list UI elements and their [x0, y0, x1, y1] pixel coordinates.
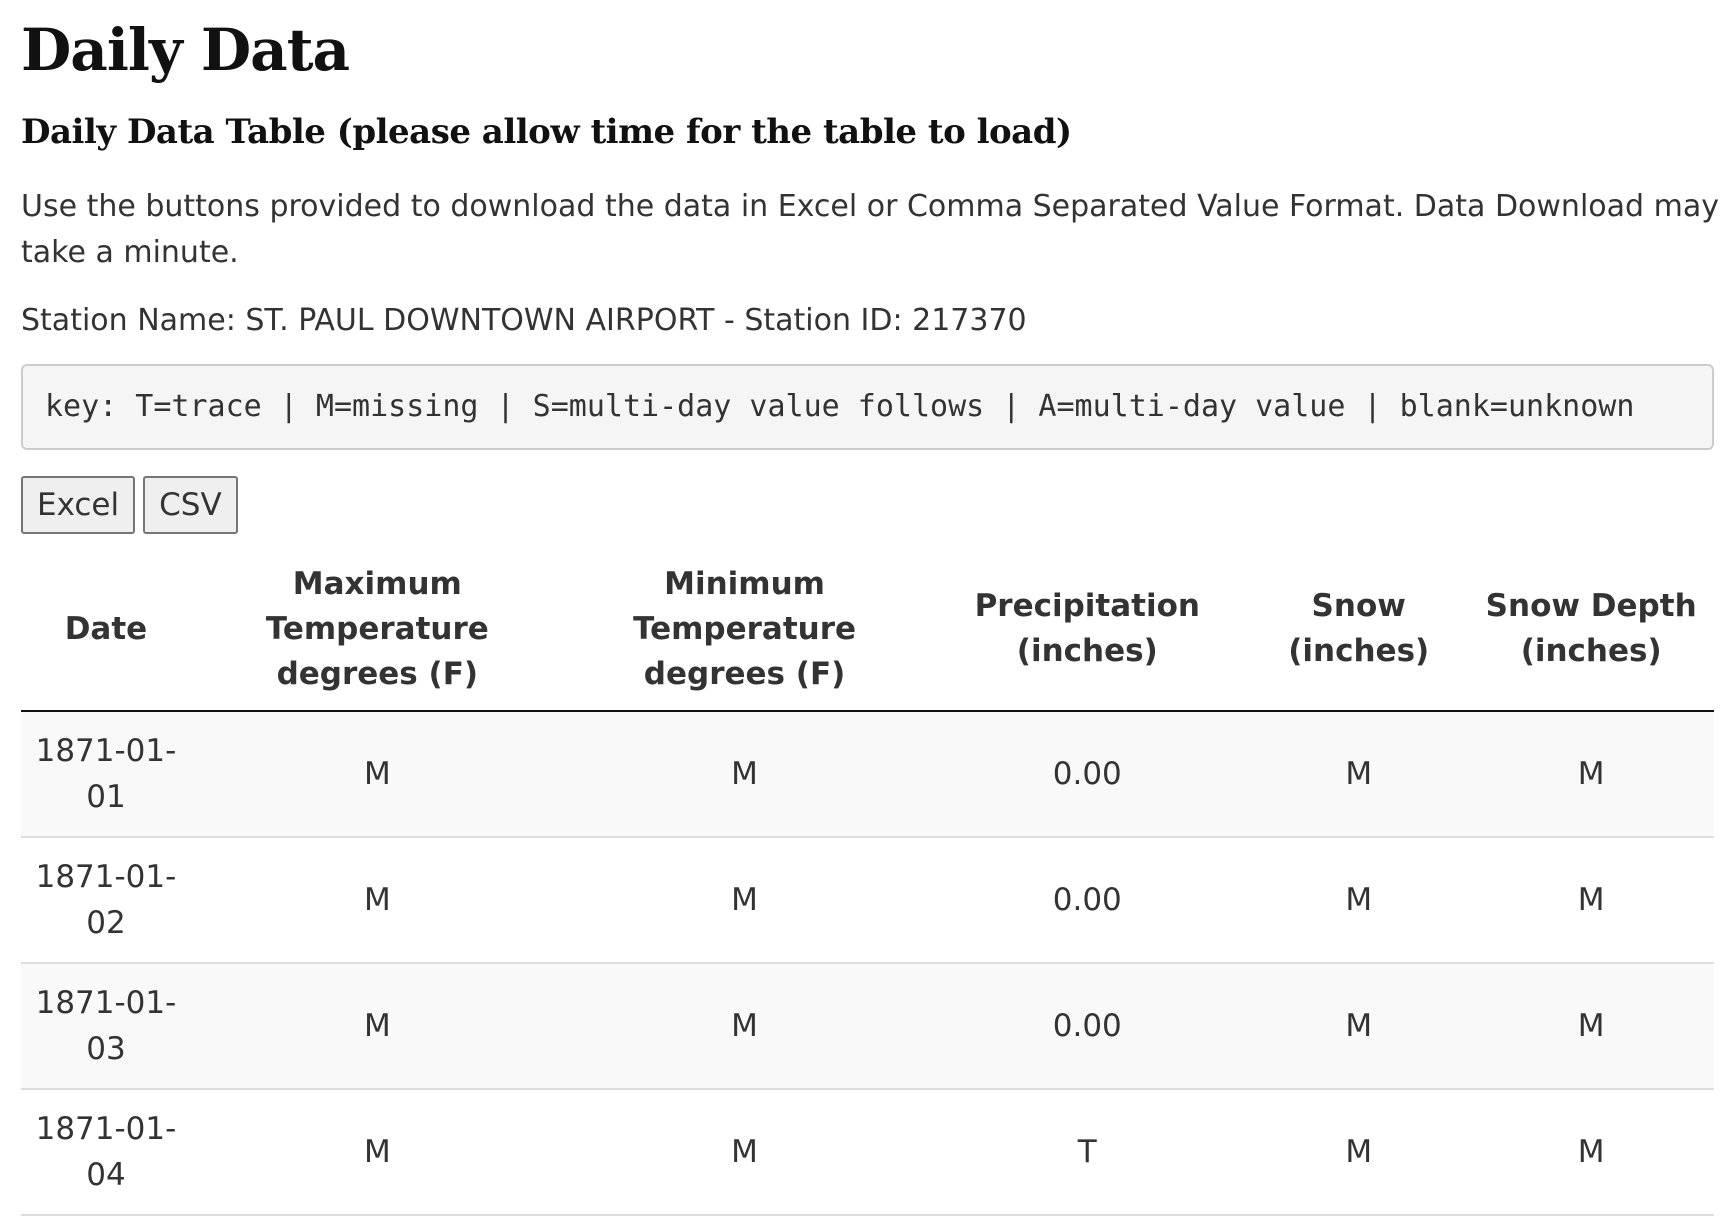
cell-snow-depth: M: [1468, 963, 1714, 1090]
cell-date: 1871-01-02: [21, 837, 191, 964]
column-header-snow[interactable]: Snow (inches): [1249, 548, 1469, 712]
cell-date: 1871-01-04: [21, 1089, 191, 1216]
cell-snow: M: [1249, 1089, 1469, 1216]
column-header-min-temp[interactable]: Minimum Temperature degrees (F): [563, 548, 926, 712]
cell-precipitation: 0.00: [925, 963, 1250, 1090]
column-header-date[interactable]: Date: [21, 548, 191, 712]
cell-snow: M: [1249, 963, 1469, 1090]
section-title: Daily Data Table (please allow time for …: [21, 112, 1072, 152]
cell-snow: M: [1249, 837, 1469, 964]
table-row: 1871-01-04 M M T M M: [21, 1089, 1714, 1216]
cell-max-temp: M: [190, 1089, 564, 1216]
table-row: 1871-01-03 M M 0.00 M M: [21, 963, 1714, 1090]
cell-min-temp: M: [563, 837, 926, 964]
station-info: Station Name: ST. PAUL DOWNTOWN AIRPORT …: [21, 303, 1027, 338]
column-header-precipitation[interactable]: Precipitation (inches): [925, 548, 1250, 712]
intro-text: Use the buttons provided to download the…: [21, 189, 1719, 270]
daily-data-table: Date Maximum Temperature degrees (F) Min…: [21, 548, 1714, 1216]
column-header-snow-depth[interactable]: Snow Depth (inches): [1468, 548, 1714, 712]
cell-max-temp: M: [190, 837, 564, 964]
table-header: Date Maximum Temperature degrees (F) Min…: [21, 548, 1714, 712]
cell-snow-depth: M: [1468, 837, 1714, 964]
table-body: 1871-01-01 M M 0.00 M M 1871-01-02 M M 0…: [21, 711, 1714, 1216]
download-buttons: Excel CSV: [21, 476, 238, 534]
cell-max-temp: M: [190, 963, 564, 1090]
cell-min-temp: M: [563, 1089, 926, 1216]
column-header-max-temp[interactable]: Maximum Temperature degrees (F): [190, 548, 564, 712]
table-header-row: Date Maximum Temperature degrees (F) Min…: [21, 548, 1714, 712]
cell-snow: M: [1249, 711, 1469, 838]
page-title: Daily Data: [21, 16, 350, 84]
table-row: 1871-01-02 M M 0.00 M M: [21, 837, 1714, 964]
cell-precipitation: 0.00: [925, 837, 1250, 964]
excel-button[interactable]: Excel: [21, 476, 136, 534]
cell-min-temp: M: [563, 711, 926, 838]
cell-min-temp: M: [563, 963, 926, 1090]
cell-snow-depth: M: [1468, 711, 1714, 838]
cell-max-temp: M: [190, 711, 564, 838]
cell-date: 1871-01-03: [21, 963, 191, 1090]
data-key-legend: key: T=trace | M=missing | S=multi-day v…: [21, 364, 1714, 450]
cell-precipitation: T: [925, 1089, 1250, 1216]
cell-snow-depth: M: [1468, 1089, 1714, 1216]
csv-button[interactable]: CSV: [143, 476, 238, 534]
cell-precipitation: 0.00: [925, 711, 1250, 838]
table-row: 1871-01-01 M M 0.00 M M: [21, 711, 1714, 838]
cell-date: 1871-01-01: [21, 711, 191, 838]
